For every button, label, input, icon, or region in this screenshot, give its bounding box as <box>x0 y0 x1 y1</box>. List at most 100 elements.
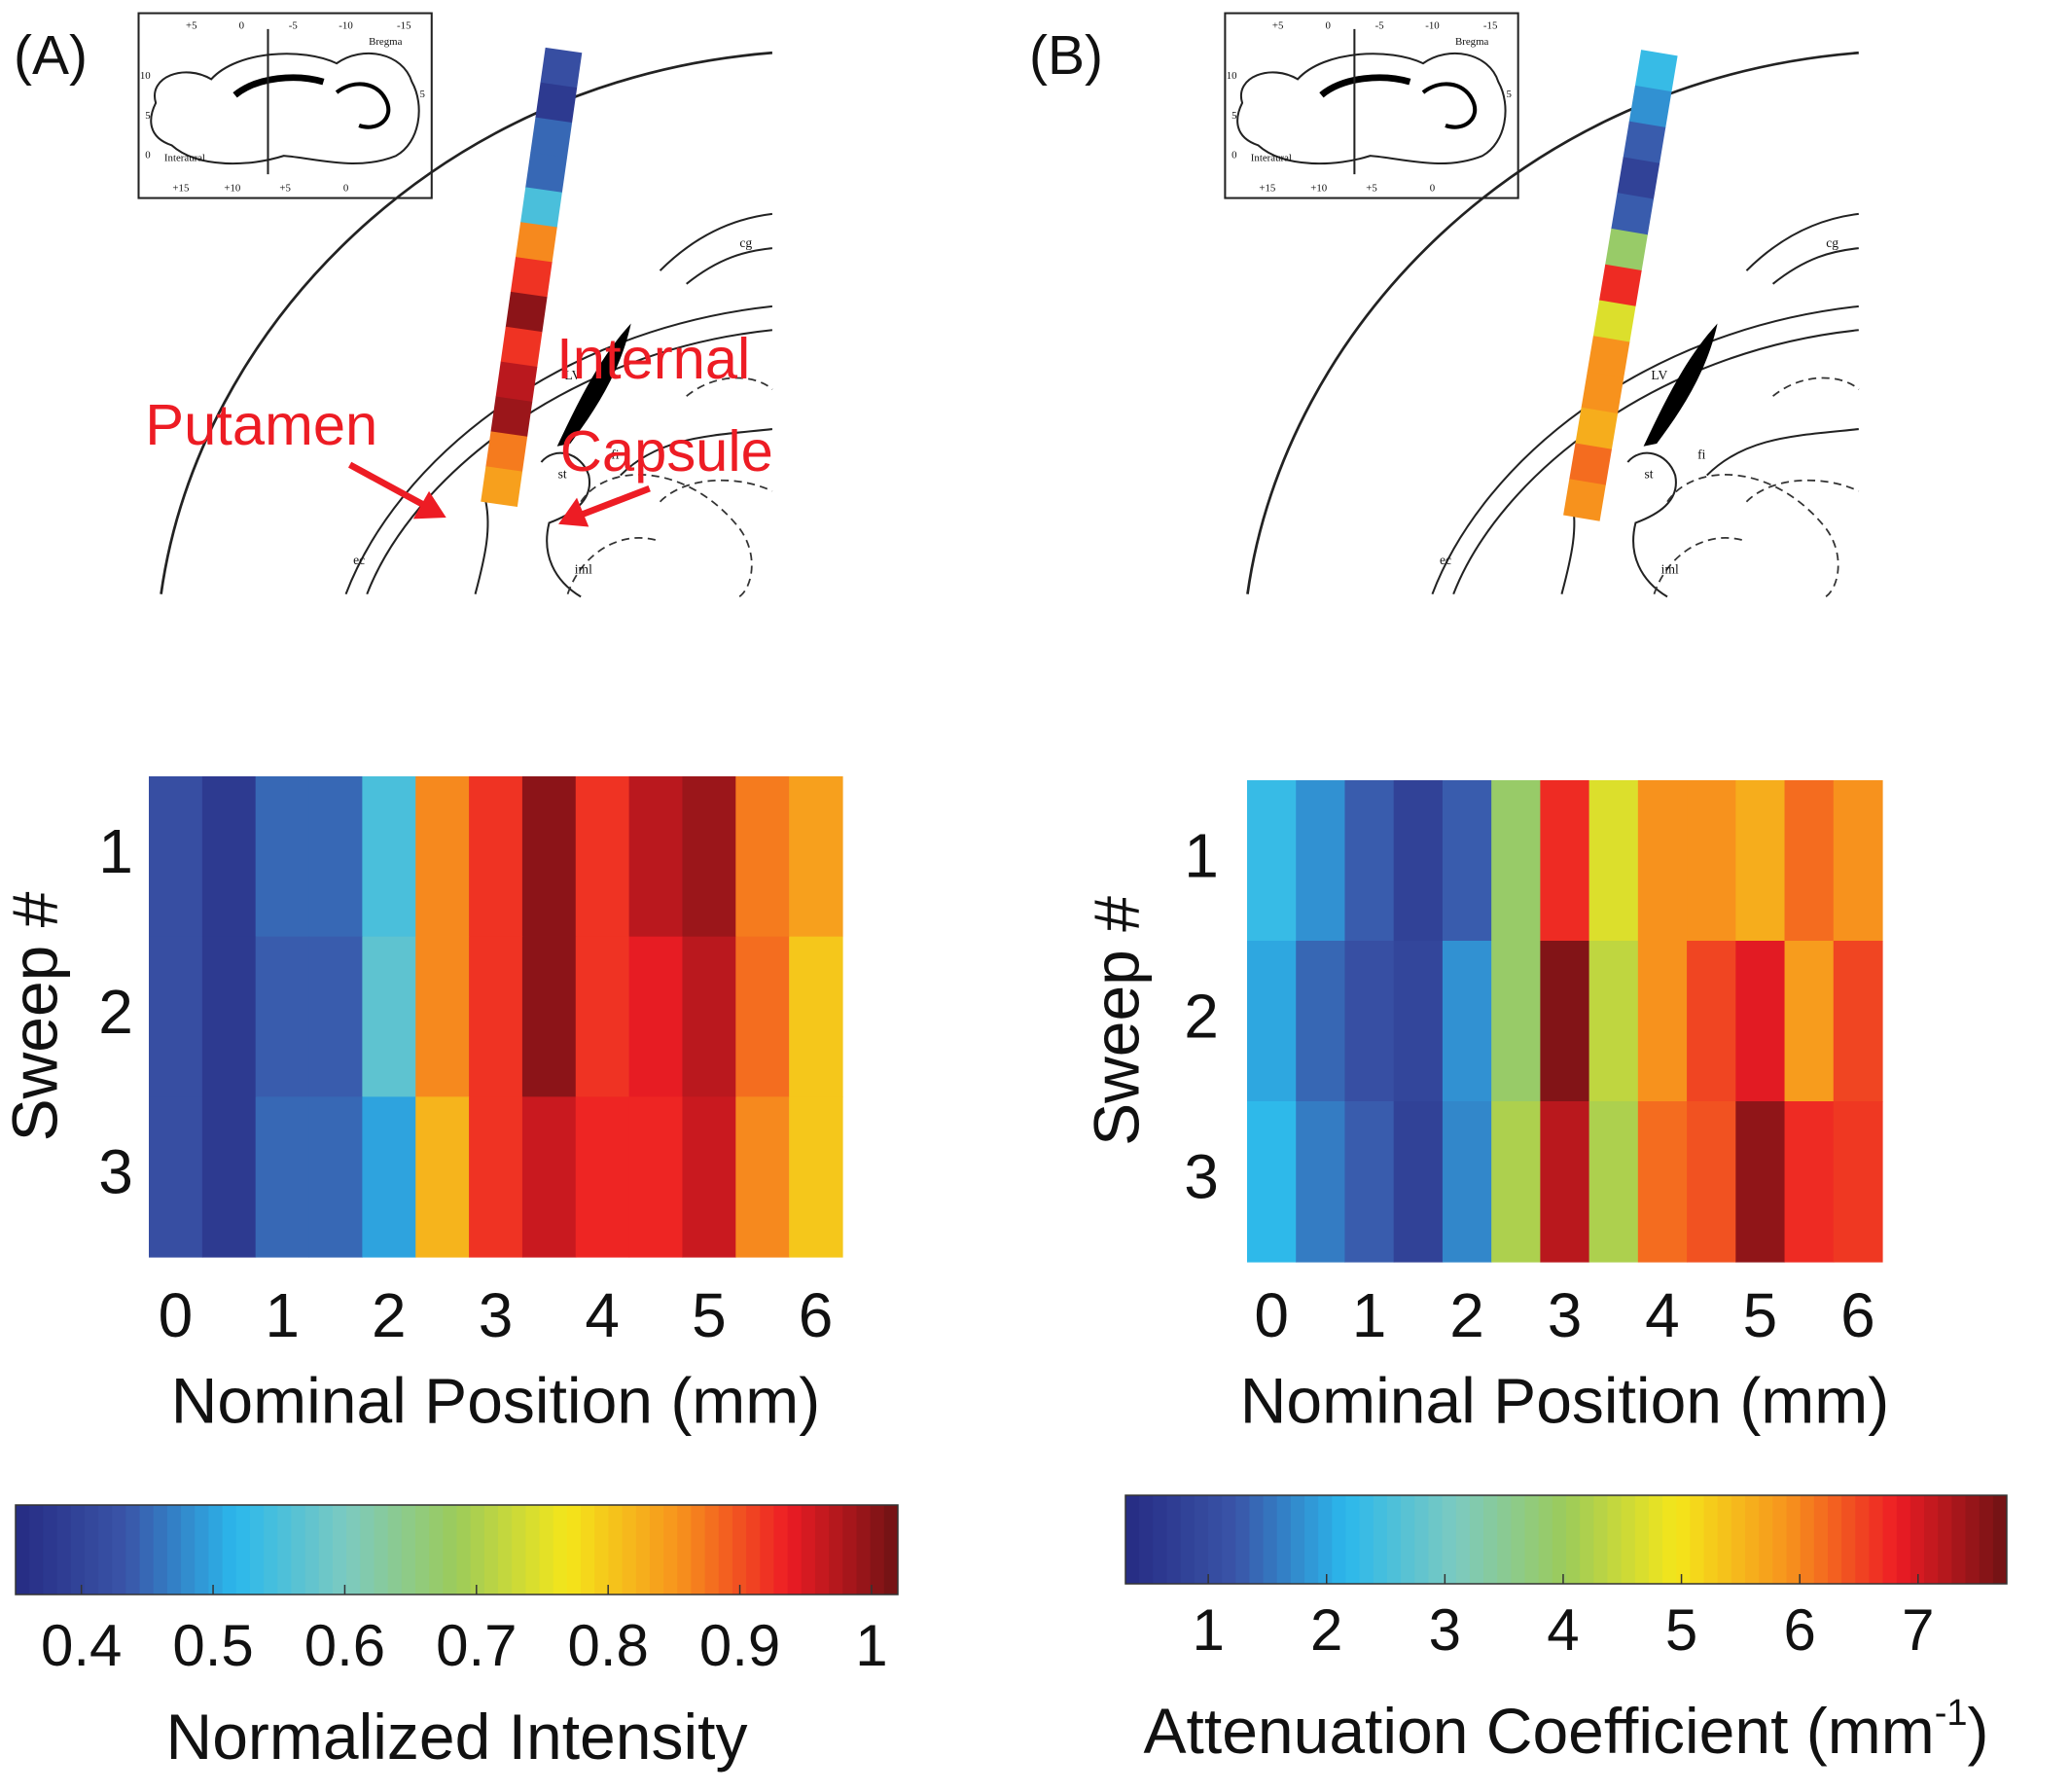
colorbar-step <box>56 1505 72 1595</box>
colorbar-step <box>1359 1495 1374 1584</box>
heatmap-cell <box>789 1096 843 1258</box>
heatmap-cell <box>308 776 363 938</box>
heatmap-cell <box>1687 1101 1736 1263</box>
probe-segment <box>1592 300 1636 343</box>
colorbar-step <box>1841 1495 1856 1584</box>
probe-segment <box>1605 228 1648 271</box>
colorbar-step <box>374 1505 389 1595</box>
atlas-label: fi <box>1697 447 1706 461</box>
heatmap-cell <box>1784 941 1835 1102</box>
heatmap-cell <box>682 776 736 938</box>
atlas-label: Interaural <box>164 152 205 163</box>
heatmap-cell <box>1393 780 1444 942</box>
probe-segment <box>495 361 538 403</box>
colorbar-step <box>883 1505 899 1595</box>
heatmap-cell <box>149 776 203 938</box>
colorbar-label: Attenuation Coefficient (mm-1) <box>1144 1693 1989 1767</box>
colorbar-step <box>1166 1495 1182 1584</box>
colorbar-step <box>870 1505 885 1595</box>
colorbar-step <box>1786 1495 1802 1584</box>
heatmap-cell <box>1588 941 1639 1102</box>
atlas-label: LV <box>1651 368 1667 382</box>
colorbar-tick-label: 1 <box>1192 1597 1224 1663</box>
colorbar-step <box>814 1505 830 1595</box>
atlas-label: Interaural <box>1251 152 1292 163</box>
atlas-label: st <box>1644 467 1653 482</box>
heatmap-cell <box>415 936 470 1097</box>
colorbar-step <box>1332 1495 1346 1584</box>
probe-segment <box>500 326 543 368</box>
heatmap-cell <box>1247 941 1297 1102</box>
probe-segment <box>1598 264 1642 307</box>
colorbar-step <box>842 1505 857 1595</box>
colorbar-step <box>1414 1495 1429 1584</box>
colorbar-step <box>277 1505 292 1595</box>
heatmap-cell <box>628 936 684 1097</box>
x-tick-label: 3 <box>479 1280 514 1350</box>
heatmap-cell <box>362 1096 416 1258</box>
heatmap-cell <box>1784 780 1835 942</box>
heatmap-cell <box>521 776 577 938</box>
x-tick-label: 1 <box>1352 1280 1387 1350</box>
heatmap-cell <box>1588 1101 1639 1263</box>
atlas-label: -5 <box>1375 20 1384 32</box>
probe-segment <box>510 257 553 298</box>
colorbar-step <box>1813 1495 1829 1584</box>
colorbar-step <box>1125 1495 1140 1584</box>
probe-segment <box>1581 371 1624 414</box>
probe-segment <box>490 396 533 438</box>
heatmap-cell <box>789 936 843 1097</box>
panel-label: (A) <box>14 24 88 87</box>
heatmap-cell <box>469 936 523 1097</box>
probe-segment <box>1617 157 1660 199</box>
colorbar-step <box>1896 1495 1911 1584</box>
heatmap-cell <box>415 1096 470 1258</box>
heatmap-cell <box>1491 941 1541 1102</box>
x-tick-label: 6 <box>1840 1280 1875 1350</box>
heatmap-cell <box>1247 1101 1297 1263</box>
x-tick-label: 5 <box>692 1280 727 1350</box>
atlas-label: cg <box>739 235 752 250</box>
colorbar-step <box>1249 1495 1265 1584</box>
colorbar-step <box>1304 1495 1319 1584</box>
colorbar-step <box>677 1505 692 1595</box>
heatmap-cell <box>1735 1101 1786 1263</box>
heatmap-cell <box>575 936 630 1097</box>
colorbar-step <box>594 1505 609 1595</box>
y-tick-label: 3 <box>1184 1141 1219 1211</box>
probe-segment <box>1623 121 1666 164</box>
colorbar-step <box>829 1505 843 1595</box>
colorbar-step <box>318 1505 334 1595</box>
colorbar-step <box>1580 1495 1594 1584</box>
colorbar-step <box>1745 1495 1760 1584</box>
heatmap-cell <box>575 776 630 938</box>
heatmap-cell <box>1491 1101 1541 1263</box>
atlas-label: +5 <box>1366 183 1377 195</box>
probe-segment <box>1611 193 1655 235</box>
colorbar-step <box>1469 1495 1484 1584</box>
colorbar-label-part: Attenuation Coefficient (mm <box>1144 1695 1935 1767</box>
heatmap-cell <box>308 1096 363 1258</box>
colorbar-step <box>429 1505 444 1595</box>
heatmap-cell <box>628 776 684 938</box>
atlas-label: -10 <box>339 20 353 32</box>
heatmap-cell <box>1393 1101 1444 1263</box>
heatmap-cell <box>1344 780 1395 942</box>
colorbar-step <box>704 1505 720 1595</box>
colorbar-step <box>195 1505 209 1595</box>
colorbar-step <box>1992 1495 2008 1584</box>
atlas-label: iml <box>1661 561 1679 576</box>
colorbar-step <box>1593 1495 1608 1584</box>
heatmap-cell <box>1687 780 1736 942</box>
colorbar-step <box>84 1505 99 1595</box>
heatmap-cell <box>1296 780 1346 942</box>
colorbar-step <box>1552 1495 1567 1584</box>
y-tick-label: 1 <box>98 816 133 886</box>
atlas-label: +5 <box>186 20 197 32</box>
atlas-label: 0 <box>1326 20 1332 32</box>
colorbar-step <box>387 1505 403 1595</box>
atlas-label: +5 <box>279 183 291 195</box>
heatmap-cell <box>1540 1101 1590 1263</box>
colorbar-step <box>1965 1495 1981 1584</box>
